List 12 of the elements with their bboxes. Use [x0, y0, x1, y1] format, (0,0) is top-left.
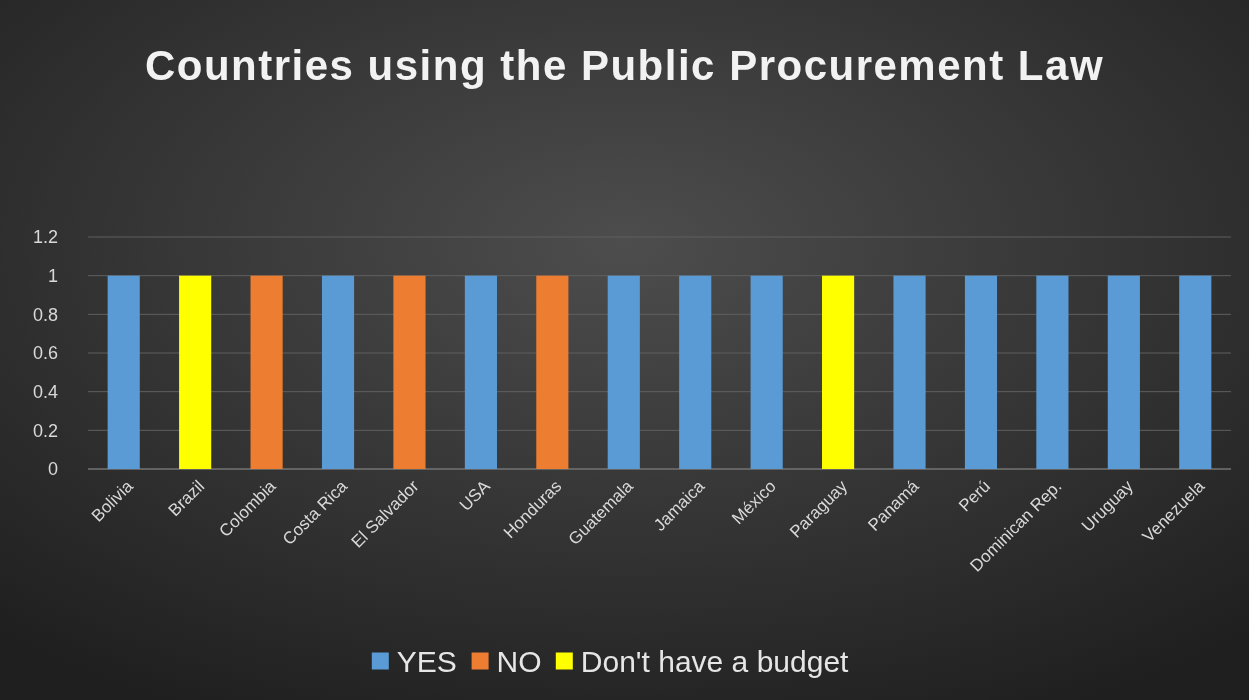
y-tick-label: 0.8 [32, 304, 58, 325]
y-tick-label: 0.6 [32, 343, 58, 364]
x-tick-label: USA [455, 476, 495, 515]
y-tick-label: 0.2 [32, 420, 58, 441]
y-tick-label: 1.2 [32, 227, 58, 248]
chart-title: Countries using the Public Procurement Law [144, 42, 1105, 89]
legend-label: YES [396, 644, 457, 678]
legend-label: Don't have a budget [580, 644, 850, 678]
y-tick-label: 1 [47, 265, 58, 286]
y-tick-label: 0.4 [32, 381, 58, 402]
legend-label: NO [496, 644, 542, 678]
y-tick-label: 0 [47, 459, 58, 480]
